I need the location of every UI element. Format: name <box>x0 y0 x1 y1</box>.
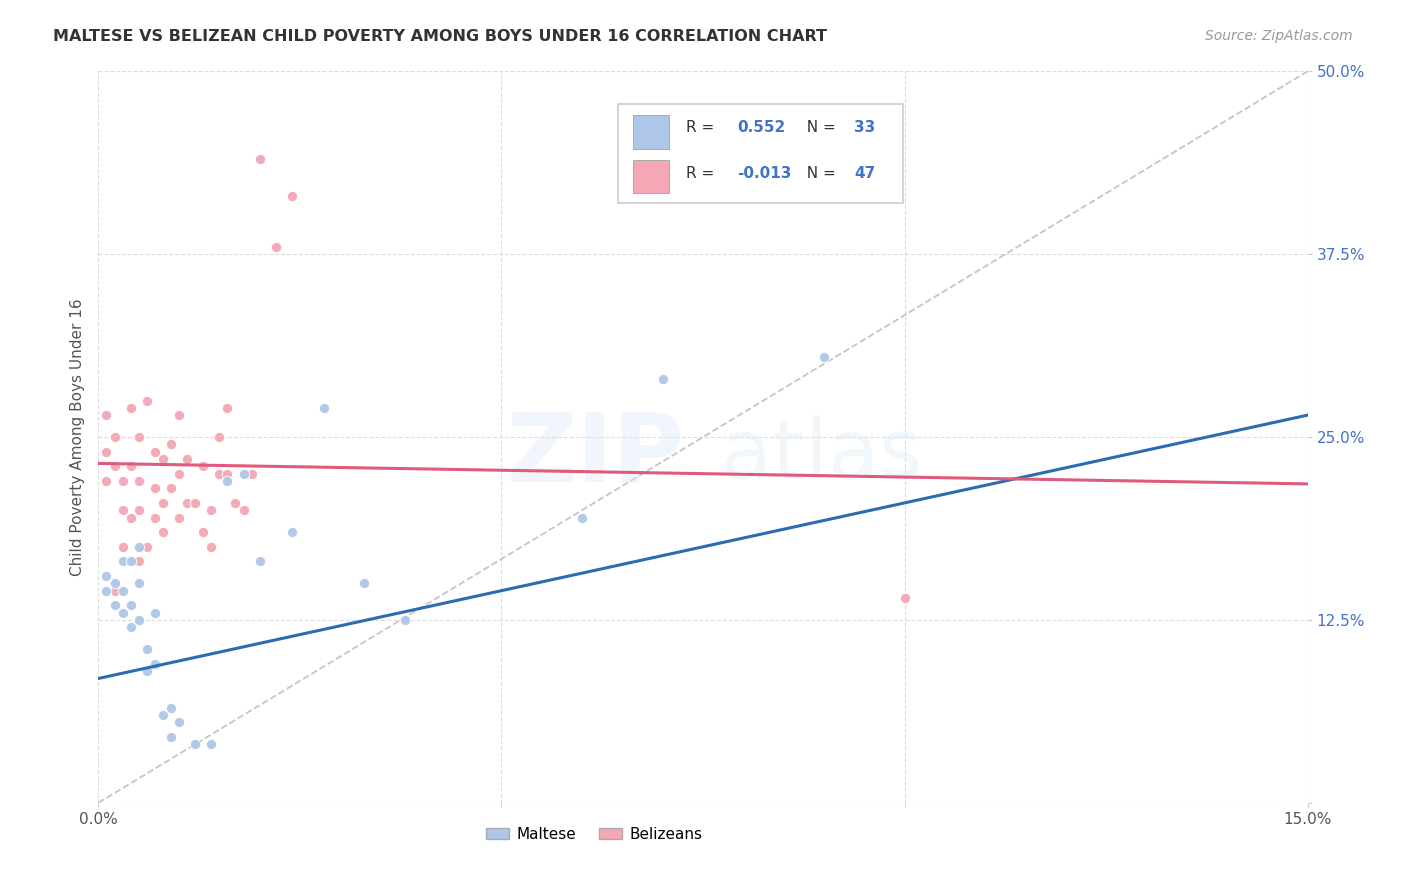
Point <box>160 730 183 744</box>
Point <box>249 554 271 568</box>
Text: atlas: atlas <box>721 415 922 496</box>
Y-axis label: Child Poverty Among Boys Under 16: Child Poverty Among Boys Under 16 <box>69 298 84 576</box>
Point <box>111 583 134 598</box>
Point <box>893 591 915 605</box>
Point <box>200 737 222 751</box>
Point <box>200 503 222 517</box>
Point <box>193 525 215 540</box>
Point <box>103 430 125 444</box>
Point <box>135 393 157 408</box>
Point <box>353 576 375 591</box>
Point <box>96 583 118 598</box>
Point <box>208 430 231 444</box>
Point <box>152 525 174 540</box>
Point <box>143 510 166 524</box>
Point <box>96 569 118 583</box>
Point <box>232 467 254 481</box>
Text: ZIP: ZIP <box>508 409 685 502</box>
Point <box>111 540 134 554</box>
Point <box>135 664 157 678</box>
Point <box>167 715 190 730</box>
Point <box>143 444 166 458</box>
Point <box>135 642 157 657</box>
Point <box>152 496 174 510</box>
Text: 47: 47 <box>855 166 876 181</box>
Point <box>217 474 239 488</box>
Point <box>152 708 174 723</box>
Bar <box>633 115 669 149</box>
Point <box>128 613 150 627</box>
Point <box>128 474 150 488</box>
Point <box>111 503 134 517</box>
Text: 0.552: 0.552 <box>737 120 785 136</box>
Point <box>128 540 150 554</box>
Text: R =: R = <box>686 166 720 181</box>
Point <box>167 467 190 481</box>
Point <box>143 657 166 671</box>
Point <box>176 496 198 510</box>
Point <box>120 510 142 524</box>
Point <box>128 503 150 517</box>
Point <box>281 525 304 540</box>
Point <box>281 188 304 202</box>
Point <box>128 554 150 568</box>
Point <box>240 467 263 481</box>
Text: N =: N = <box>797 120 841 136</box>
Text: N =: N = <box>797 166 841 181</box>
Point <box>103 599 125 613</box>
Point <box>314 401 336 415</box>
Point <box>571 510 593 524</box>
Bar <box>633 160 669 194</box>
Point <box>120 554 142 568</box>
Point <box>120 401 142 415</box>
Point <box>813 350 835 364</box>
Point <box>96 408 118 422</box>
Point <box>103 583 125 598</box>
Point <box>224 496 246 510</box>
Point <box>103 576 125 591</box>
Point <box>232 503 254 517</box>
Point <box>111 606 134 620</box>
Point <box>143 481 166 495</box>
Point <box>176 452 198 467</box>
Text: MALTESE VS BELIZEAN CHILD POVERTY AMONG BOYS UNDER 16 CORRELATION CHART: MALTESE VS BELIZEAN CHILD POVERTY AMONG … <box>53 29 827 44</box>
Point <box>143 606 166 620</box>
Point <box>96 444 118 458</box>
Point <box>217 401 239 415</box>
Point <box>103 459 125 474</box>
Text: Source: ZipAtlas.com: Source: ZipAtlas.com <box>1205 29 1353 43</box>
Point <box>208 467 231 481</box>
Point <box>160 437 183 451</box>
Point <box>394 613 416 627</box>
Point <box>111 474 134 488</box>
Point <box>96 474 118 488</box>
Legend: Maltese, Belizeans: Maltese, Belizeans <box>479 821 709 847</box>
Point <box>167 408 190 422</box>
Point <box>184 737 207 751</box>
Text: -0.013: -0.013 <box>737 166 792 181</box>
Point <box>249 152 271 166</box>
Point <box>111 554 134 568</box>
Point <box>193 459 215 474</box>
Point <box>217 467 239 481</box>
Point <box>200 540 222 554</box>
Point <box>184 496 207 510</box>
Point <box>651 371 673 385</box>
Point <box>135 540 157 554</box>
Text: 33: 33 <box>855 120 876 136</box>
Point <box>128 576 150 591</box>
Point <box>120 620 142 634</box>
FancyBboxPatch shape <box>619 104 903 203</box>
Point <box>160 700 183 714</box>
Point <box>152 452 174 467</box>
Point <box>167 510 190 524</box>
Point <box>128 430 150 444</box>
Point <box>120 459 142 474</box>
Point <box>120 599 142 613</box>
Point <box>160 481 183 495</box>
Text: R =: R = <box>686 120 720 136</box>
Point <box>264 240 287 254</box>
